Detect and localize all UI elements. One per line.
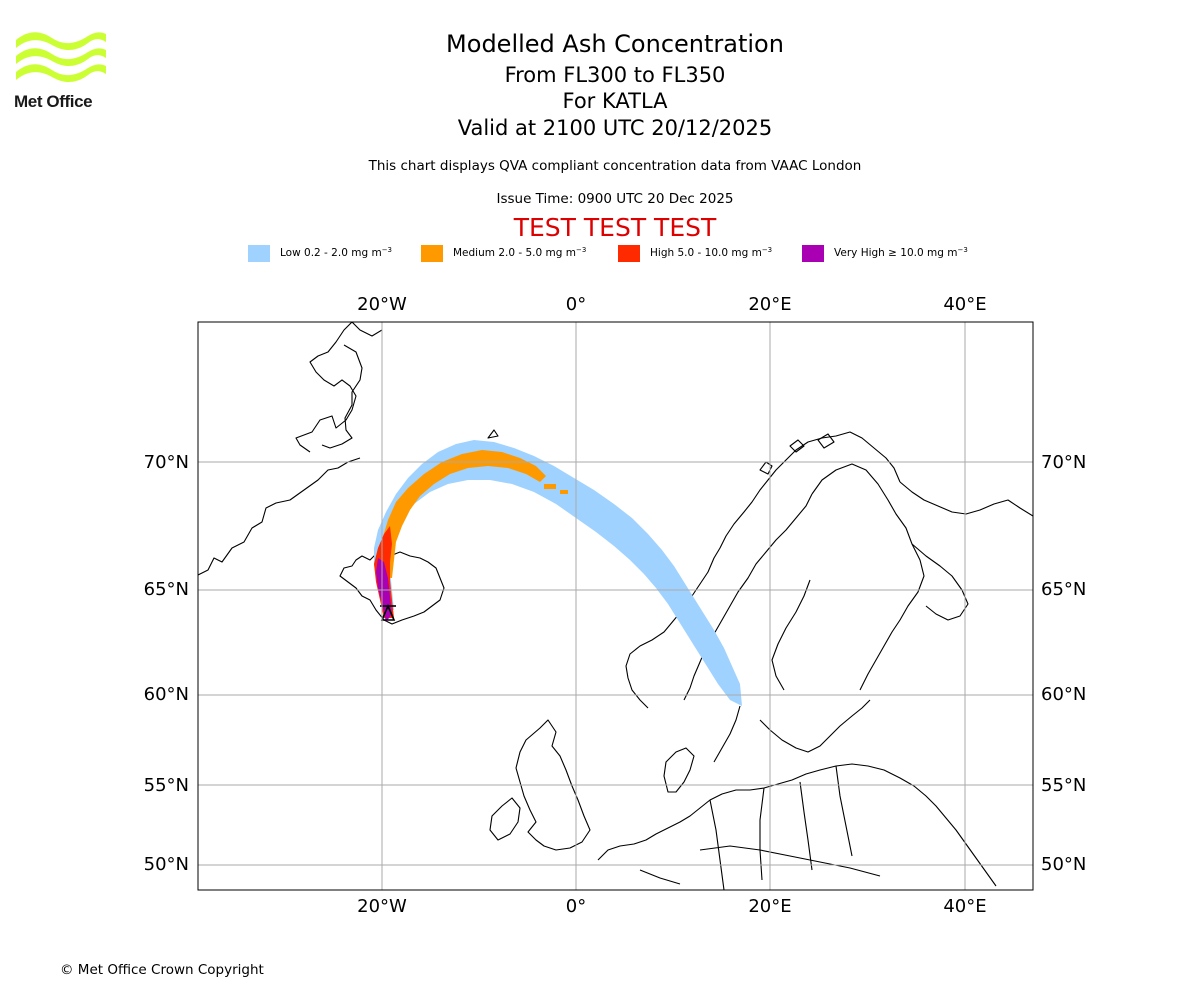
lat-label-left-65n: 65°N <box>144 579 189 600</box>
sweden-border <box>683 493 813 763</box>
north-cape-islands <box>759 433 835 475</box>
test-banner: TEST TEST TEST <box>513 213 717 242</box>
lon-label-bottom-20e: 20°E <box>748 896 791 917</box>
copyright-notice: © Met Office Crown Copyright <box>60 962 264 978</box>
legend-swatch-very-high <box>802 245 824 262</box>
lat-label-right-55n: 55°N <box>1041 775 1086 796</box>
lat-label-right-70n: 70°N <box>1041 452 1086 473</box>
ireland-coast <box>489 797 521 841</box>
legend-label-very-high: Very High ≥ 10.0 mg m−3 <box>834 246 968 259</box>
svalbard-coast <box>487 429 499 439</box>
volcano-marker <box>380 603 396 621</box>
baltic-coast <box>759 699 871 753</box>
legend-swatch-medium <box>421 245 443 262</box>
europe-coast <box>597 763 997 887</box>
flight-level-range: From FL300 to FL350 <box>504 63 726 87</box>
valid-time: Valid at 2100 UTC 20/12/2025 <box>457 116 773 140</box>
chart-description: This chart displays QVA compliant concen… <box>368 158 862 174</box>
coastlines <box>198 322 1033 890</box>
ash-zone-medium-fragment-2 <box>560 490 568 494</box>
lat-label-right-65n: 65°N <box>1041 579 1086 600</box>
logo-text: Met Office <box>14 92 93 111</box>
lat-label-left-50n: 50°N <box>144 854 189 875</box>
ash-zone-low <box>374 440 742 706</box>
lon-label-top-20w: 20°W <box>357 294 407 315</box>
legend-swatch-low <box>248 245 270 262</box>
lat-label-right-60n: 60°N <box>1041 684 1086 705</box>
lon-label-bottom-40e: 40°E <box>943 896 986 917</box>
denmark-coast <box>663 747 695 793</box>
lon-label-top-20e: 20°E <box>748 294 791 315</box>
lat-label-left-55n: 55°N <box>144 775 189 796</box>
europe-borders <box>639 765 881 890</box>
legend-label-low: Low 0.2 - 2.0 mg m−3 <box>280 246 393 259</box>
ash-zone-medium <box>380 450 546 578</box>
britain-coast <box>515 719 591 851</box>
finland-border <box>771 463 925 691</box>
norway-coast <box>625 431 901 709</box>
ash-zone-medium-fragment <box>544 484 556 489</box>
issue-time: Issue Time: 0900 UTC 20 Dec 2025 <box>496 191 734 207</box>
legend-swatch-high <box>618 245 640 262</box>
greenland-coast <box>198 322 383 576</box>
iceland-coast <box>339 551 445 625</box>
lon-label-top-40e: 40°E <box>943 294 986 315</box>
met-office-logo: Met Office <box>14 30 110 112</box>
graticule <box>198 322 1033 890</box>
legend-label-high: High 5.0 - 10.0 mg m−3 <box>650 246 773 259</box>
map-frame <box>197 321 1034 891</box>
lat-label-right-50n: 50°N <box>1041 854 1086 875</box>
legend-label-medium: Medium 2.0 - 5.0 mg m−3 <box>453 246 587 259</box>
lon-label-top-0: 0° <box>566 294 586 315</box>
lon-label-bottom-0: 0° <box>566 896 586 917</box>
lat-label-left-60n: 60°N <box>144 684 189 705</box>
volcano-name: For KATLA <box>562 89 668 113</box>
lon-label-bottom-20w: 20°W <box>357 896 407 917</box>
met-office-wave-icon <box>16 32 106 83</box>
chart-title: Modelled Ash Concentration <box>446 30 784 58</box>
lat-label-left-70n: 70°N <box>144 452 189 473</box>
